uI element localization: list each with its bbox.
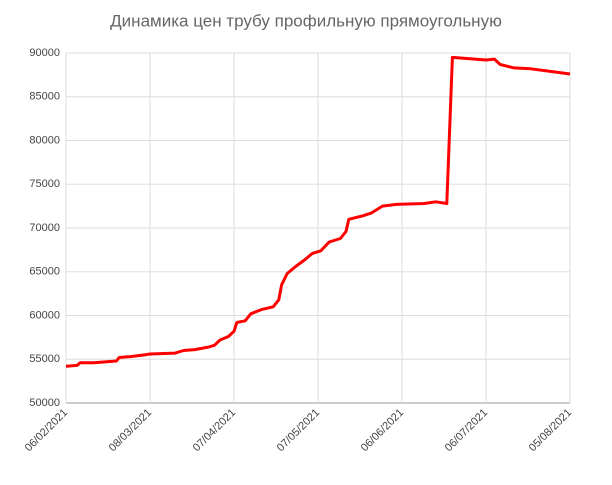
x-tick-label: 07/04/2021 [191, 407, 238, 454]
y-tick-label: 70000 [29, 222, 60, 234]
x-tick-label: 08/03/2021 [107, 407, 154, 454]
y-tick-label: 60000 [29, 309, 60, 321]
y-tick-label: 65000 [29, 266, 60, 278]
y-tick-label: 90000 [29, 47, 60, 59]
y-tick-label: 80000 [29, 134, 60, 146]
y-tick-label: 75000 [29, 178, 60, 190]
line [65, 55, 571, 368]
x-tick-label: 06/07/2021 [443, 407, 490, 454]
chart-title: Динамика цен трубу профильную прямоуголь… [110, 11, 502, 30]
x-tick-label: 07/05/2021 [275, 407, 322, 454]
y-tick-label: 55000 [29, 353, 60, 365]
y-tick-label: 85000 [29, 91, 60, 103]
x-tick-label: 05/08/2021 [527, 407, 574, 454]
x-tick-label: 06/06/2021 [359, 407, 406, 454]
x-tick-label: 06/02/2021 [23, 407, 70, 454]
y-tick-label: 50000 [29, 397, 60, 409]
